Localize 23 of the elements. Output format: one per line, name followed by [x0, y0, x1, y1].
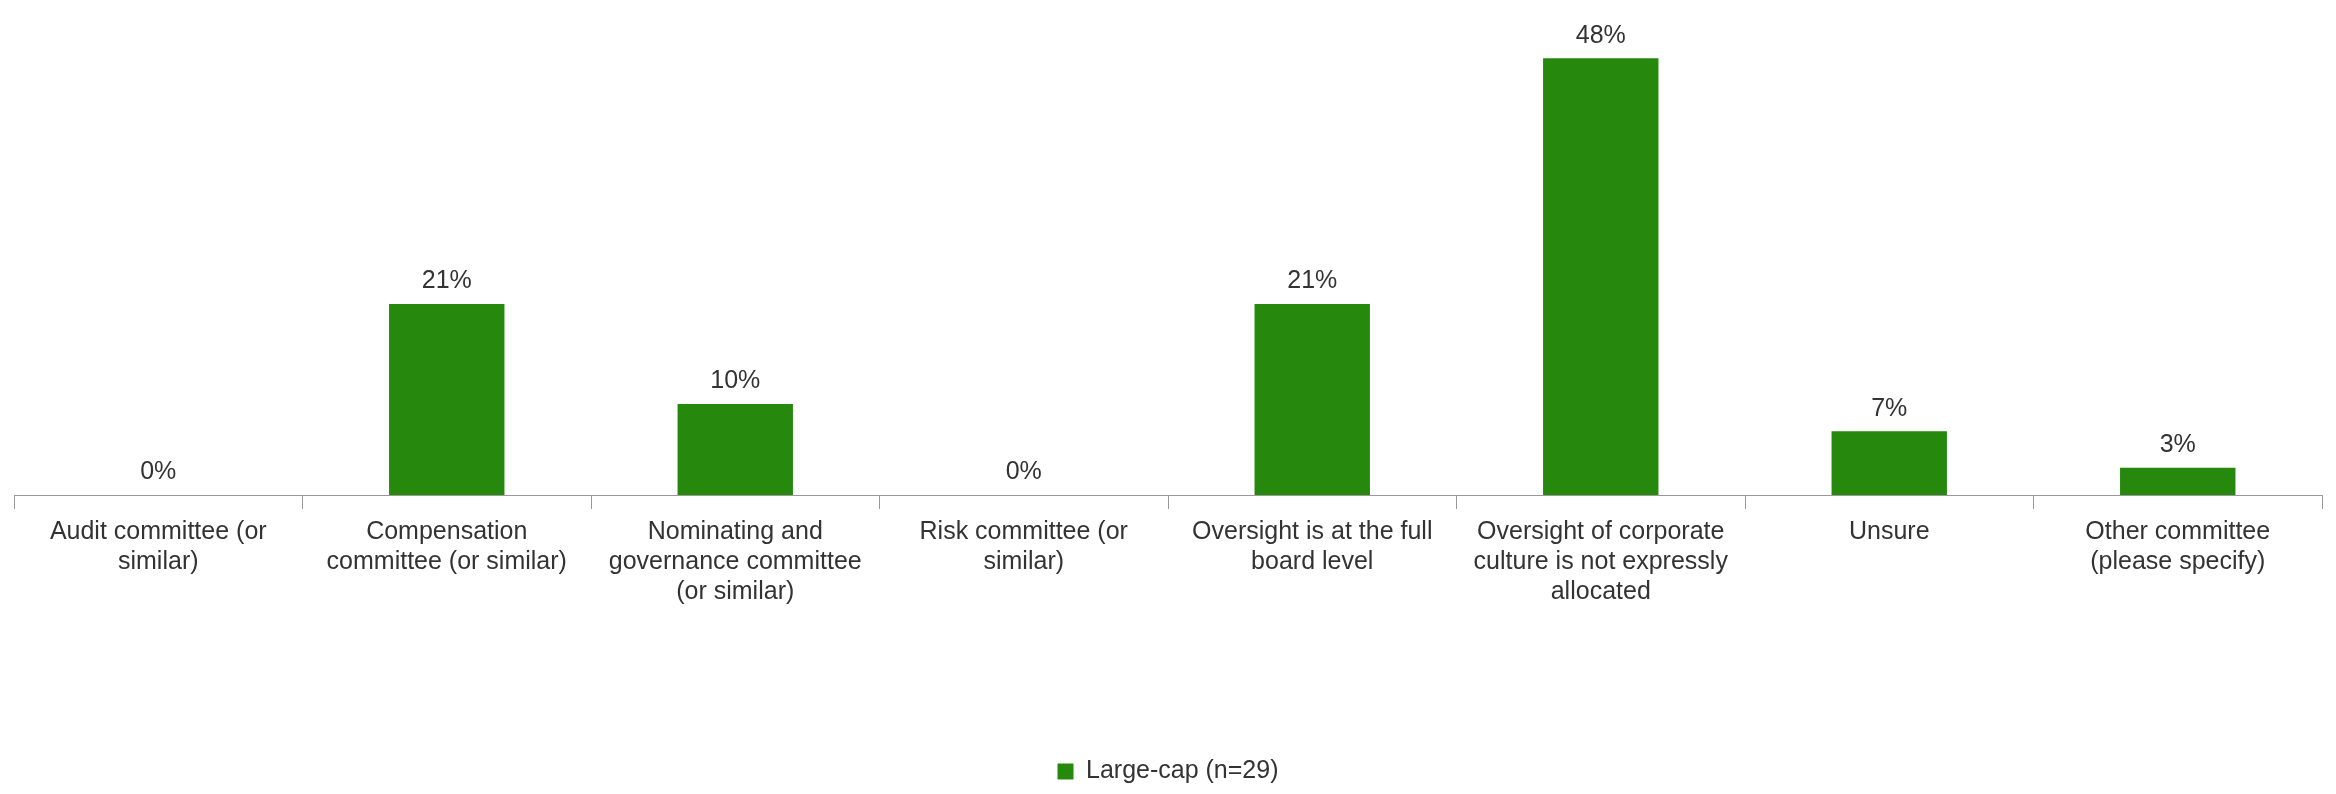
x-tick-label: Audit committee (or similar)	[49, 515, 267, 574]
x-tick-label: Oversight is at the full board level	[1192, 515, 1433, 574]
x-tick-label: Other committee (please specify)	[2085, 515, 2271, 574]
legend-label: Large-cap (n=29)	[1086, 755, 1279, 784]
data-label: 21%	[421, 265, 472, 294]
data-label: 48%	[1575, 19, 1626, 48]
x-tick-label: Nominating and governance committee (or similar)	[608, 515, 862, 604]
x-tick-label: Oversight of corporate culture is not expressly allocated	[1473, 515, 1729, 604]
bar	[677, 404, 793, 495]
data-label: 0%	[1005, 456, 1042, 485]
bar	[1831, 431, 1947, 495]
x-tick-label: Unsure	[1848, 515, 1930, 544]
bar	[1543, 58, 1659, 495]
data-label: 3%	[2159, 429, 2196, 458]
data-label: 7%	[1871, 392, 1908, 421]
x-tick-label: Compensation committee (or similar)	[326, 515, 567, 574]
data-label: 0%	[140, 456, 177, 485]
bar	[389, 303, 505, 495]
bar	[2120, 467, 2236, 495]
bar	[1254, 303, 1370, 495]
x-tick-label: Risk committee (or similar)	[919, 515, 1128, 574]
data-label: 10%	[710, 365, 761, 394]
data-label: 21%	[1287, 265, 1338, 294]
